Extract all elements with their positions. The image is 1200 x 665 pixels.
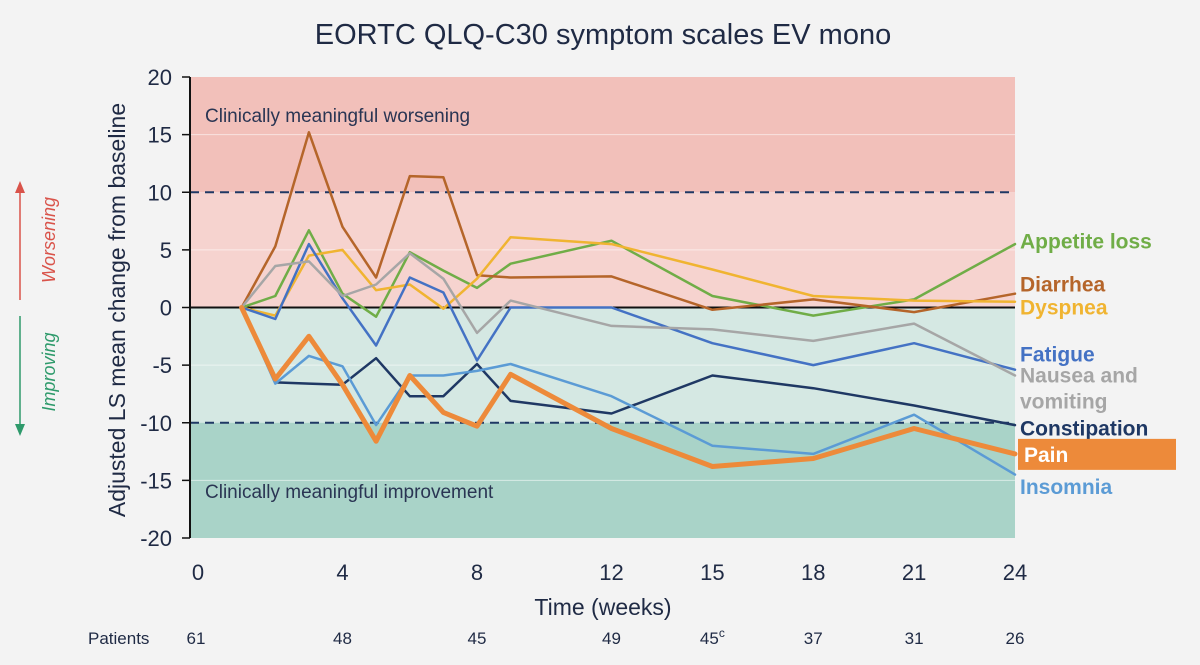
patients-label: Patients	[88, 629, 149, 648]
x-tick-label: 21	[902, 560, 926, 585]
legend-label-appetite-loss: Appetite loss	[1020, 231, 1152, 254]
y-axis-title: Adjusted LS mean change from baseline	[104, 103, 130, 517]
worsening-zone-label: Clinically meaningful worsening	[205, 106, 470, 127]
x-tick-label: 18	[801, 560, 825, 585]
worsening-arrow-head	[15, 181, 25, 193]
series-line-fatigue	[240, 242, 1017, 371]
x-tick-label: 0	[192, 560, 204, 585]
improvement-zone-label: Clinically meaningful improvement	[205, 482, 494, 503]
legend-label-pain: Pain	[1024, 444, 1068, 467]
patients-count: 45c	[700, 626, 725, 648]
y-tick-label: 0	[160, 296, 172, 321]
improving-side-label: Improving	[39, 332, 59, 411]
series-line-diarrhea	[240, 131, 1017, 314]
patients-count: 61	[187, 629, 206, 648]
legend-label-nausea-and-vomiting-line: Nausea and	[1020, 364, 1138, 387]
x-tick-label: 24	[1003, 560, 1027, 585]
series-line-constipation	[240, 306, 1017, 427]
x-tick-label: 8	[471, 560, 483, 585]
legend-label-insomnia: Insomnia	[1020, 476, 1113, 499]
y-tick-label: 10	[148, 180, 172, 205]
y-tick-label: -20	[140, 526, 172, 551]
worsening-side-label: Worsening	[39, 197, 59, 283]
legend-label-nausea-and-vomiting-line: vomiting	[1020, 390, 1108, 413]
y-tick-label: 20	[148, 65, 172, 90]
patients-count-superscript: c	[719, 626, 725, 640]
legend-label-dyspnea: Dyspnea	[1020, 296, 1108, 319]
legend-label-diarrhea: Diarrhea	[1020, 273, 1106, 296]
y-tick-label: -5	[152, 353, 172, 378]
legend-pain-box	[1018, 438, 1176, 470]
y-tick-label: 15	[148, 123, 172, 148]
patients-count: 49	[602, 629, 621, 648]
series-line-appetite-loss	[240, 229, 1017, 318]
x-tick-label: 4	[336, 560, 348, 585]
series-line-pain	[239, 305, 1018, 469]
x-tick-label: 12	[599, 560, 623, 585]
series-line-nausea-and-vomiting	[240, 252, 1017, 377]
patients-count: 45	[468, 629, 487, 648]
x-axis-title: Time (weeks)	[534, 594, 671, 620]
series-line-insomnia	[240, 306, 1017, 476]
y-tick-label: -10	[140, 411, 172, 436]
patients-count: 31	[905, 629, 924, 648]
y-tick-label: 5	[160, 238, 172, 263]
x-tick-label: 15	[700, 560, 724, 585]
legend-label-constipation: Constipation	[1020, 417, 1148, 440]
patients-count: 26	[1006, 629, 1025, 648]
patients-count: 37	[804, 629, 823, 648]
legend-label-fatigue: Fatigue	[1020, 344, 1095, 367]
patients-count: 48	[333, 629, 352, 648]
y-tick-label: -15	[140, 468, 172, 493]
improving-arrow-head	[15, 424, 25, 436]
chart-title: EORTC QLQ-C30 symptom scales EV mono	[315, 19, 891, 51]
